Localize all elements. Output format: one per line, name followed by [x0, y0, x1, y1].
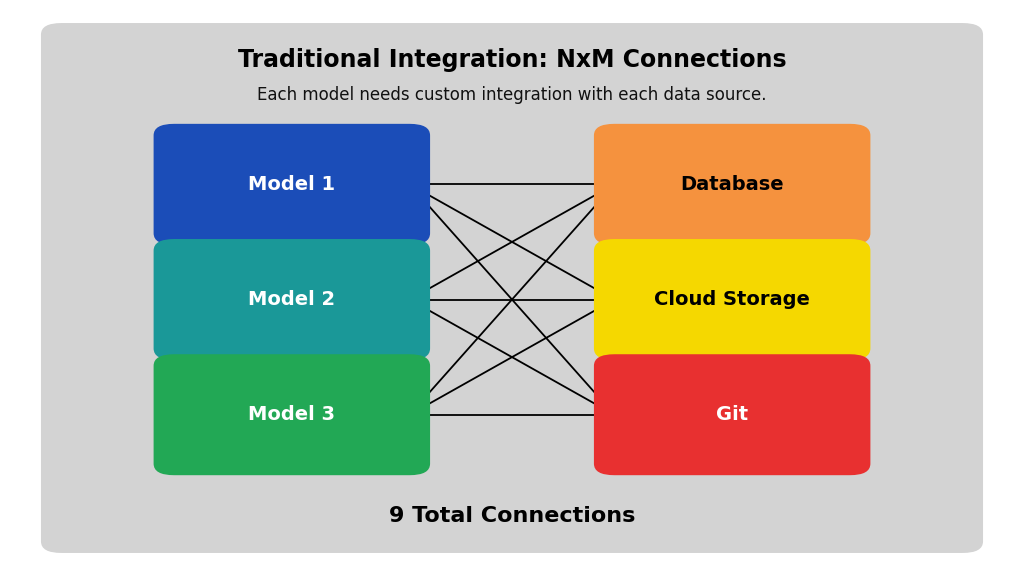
FancyBboxPatch shape: [594, 124, 870, 245]
FancyBboxPatch shape: [41, 23, 983, 553]
Text: 9 Total Connections: 9 Total Connections: [389, 506, 635, 525]
FancyBboxPatch shape: [594, 239, 870, 360]
FancyBboxPatch shape: [154, 239, 430, 360]
FancyBboxPatch shape: [154, 124, 430, 245]
FancyBboxPatch shape: [154, 354, 430, 475]
Text: Database: Database: [680, 175, 784, 194]
Text: Git: Git: [716, 406, 749, 424]
Text: Traditional Integration: NxM Connections: Traditional Integration: NxM Connections: [238, 48, 786, 73]
Text: Cloud Storage: Cloud Storage: [654, 290, 810, 309]
Text: Model 1: Model 1: [248, 175, 336, 194]
Text: Model 3: Model 3: [249, 406, 335, 424]
Text: Each model needs custom integration with each data source.: Each model needs custom integration with…: [257, 86, 767, 104]
FancyBboxPatch shape: [594, 354, 870, 475]
Text: Model 2: Model 2: [248, 290, 336, 309]
